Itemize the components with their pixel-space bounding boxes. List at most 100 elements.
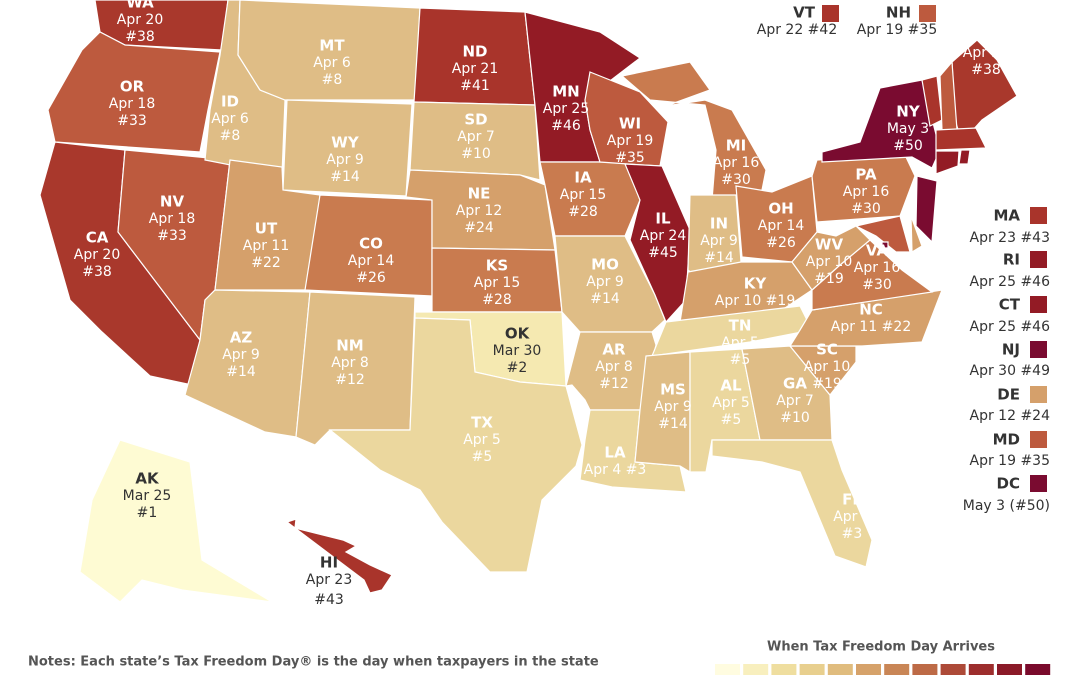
state-abbr: AK — [135, 470, 160, 488]
state-shape — [328, 317, 583, 573]
state-swatch — [1030, 251, 1047, 268]
state-date: Apr 8 — [595, 359, 633, 375]
state-date: Apr 4 #3 — [584, 462, 647, 478]
state-date: #1 — [137, 505, 158, 521]
state-abbr: NV — [160, 193, 185, 211]
state-abbr: MT — [319, 37, 345, 55]
state-abbr: NH — [886, 4, 911, 22]
state-date: #33 — [117, 113, 147, 129]
state-abbr: NM — [336, 337, 363, 355]
state-shape — [554, 235, 666, 333]
state-date: #12 — [335, 372, 365, 388]
state-date: #26 — [766, 235, 796, 251]
state-date: Apr 9 — [700, 233, 738, 249]
state-date: #28 — [568, 204, 598, 220]
state-date: #38 — [82, 264, 112, 280]
state-shape — [620, 61, 767, 201]
state-abbr: DE — [997, 386, 1020, 404]
state-abbr: OK — [505, 325, 531, 343]
state-date: #38 — [125, 29, 155, 45]
state-date: #45 — [648, 245, 678, 261]
state-abbr: MD — [993, 431, 1020, 449]
state-date: #14 — [330, 169, 360, 185]
state-date: #43 — [314, 592, 344, 608]
state-date: #5 — [730, 352, 751, 368]
legend-swatch — [940, 664, 966, 675]
state-shape — [935, 150, 960, 175]
state-date: #22 — [251, 255, 281, 271]
state-swatch — [1030, 341, 1047, 358]
state-date: Apr 22 #42 — [757, 22, 837, 38]
state-date: Apr 12 #24 — [970, 408, 1051, 424]
state-date: #5 — [721, 412, 742, 428]
state-date: Apr 20 — [117, 12, 163, 28]
state-date: #33 — [157, 228, 187, 244]
state-abbr: AZ — [230, 329, 253, 347]
state-date: #2 — [507, 360, 528, 376]
state-date: #28 — [482, 292, 512, 308]
legend-swatch — [884, 664, 910, 675]
state-abbr: HI — [320, 554, 338, 572]
state-abbr: TN — [729, 317, 752, 335]
state-date: #10 — [461, 146, 491, 162]
state-date: Apr 10 — [806, 254, 852, 270]
state-date: #14 — [226, 364, 256, 380]
state-date: #5 — [472, 449, 493, 465]
state-date: #8 — [322, 72, 343, 88]
state-shape — [958, 149, 971, 165]
state-swatch — [1030, 207, 1047, 224]
state-abbr: TX — [471, 414, 493, 432]
state-shape — [94, 0, 229, 51]
state-shape — [791, 225, 871, 291]
state-date: Mar 30 — [493, 343, 542, 359]
state-shape — [651, 305, 813, 357]
state-date: Apr 5 — [712, 395, 750, 411]
state-date: Apr 14 — [758, 218, 805, 234]
state-date: Apr 21 — [452, 61, 498, 77]
state-date: #46 — [551, 118, 581, 134]
state-date: Apr 15 — [474, 275, 520, 291]
state-abbr: NY — [896, 103, 921, 121]
legend-swatch — [968, 664, 994, 675]
state-abbr: ME — [973, 27, 998, 45]
legend-swatch — [997, 664, 1022, 675]
state-date: Apr 30 #49 — [970, 363, 1050, 379]
legend-swatch — [1025, 664, 1051, 675]
state-abbr: ND — [462, 43, 487, 61]
state-date: #10 — [780, 410, 810, 426]
state-date: #12 — [599, 376, 629, 392]
state-abbr: IL — [655, 210, 671, 228]
legend-swatch — [743, 664, 769, 675]
state-abbr: MA — [993, 207, 1020, 225]
state-date: #30 — [862, 277, 892, 293]
state-date: Apr 16 — [713, 155, 760, 171]
state-abbr: LA — [604, 444, 626, 462]
state-date: #3 — [842, 526, 863, 542]
state-date: Apr 19 #35 — [857, 22, 937, 38]
state-date: May 3 (#50) — [963, 498, 1050, 514]
state-date: Apr 9 — [586, 274, 624, 290]
state-date: Apr 24 — [640, 228, 687, 244]
state-date: Apr 14 — [348, 253, 395, 269]
state-abbr: NJ — [1002, 341, 1020, 359]
state-date: Apr 9 — [326, 152, 364, 168]
state-abbr: KY — [744, 275, 768, 293]
state-abbr: PA — [855, 166, 877, 184]
state-abbr: AR — [602, 341, 626, 359]
state-abbr: NC — [859, 301, 883, 319]
legend-swatch — [771, 664, 797, 675]
state-shape — [79, 439, 273, 603]
state-abbr: WA — [126, 0, 154, 12]
state-abbr: IA — [574, 169, 592, 187]
state-date: #30 — [721, 172, 751, 188]
state-swatch — [919, 5, 936, 22]
state-abbr: OR — [120, 78, 145, 96]
state-shape — [285, 518, 393, 594]
state-abbr: KS — [486, 257, 508, 275]
state-date: Apr 16 — [843, 184, 890, 200]
state-date: Apr 25 #46 — [970, 319, 1051, 335]
state-date: #24 — [464, 220, 494, 236]
state-abbr: CO — [359, 235, 383, 253]
state-date: Apr 10 #19 — [715, 293, 795, 309]
